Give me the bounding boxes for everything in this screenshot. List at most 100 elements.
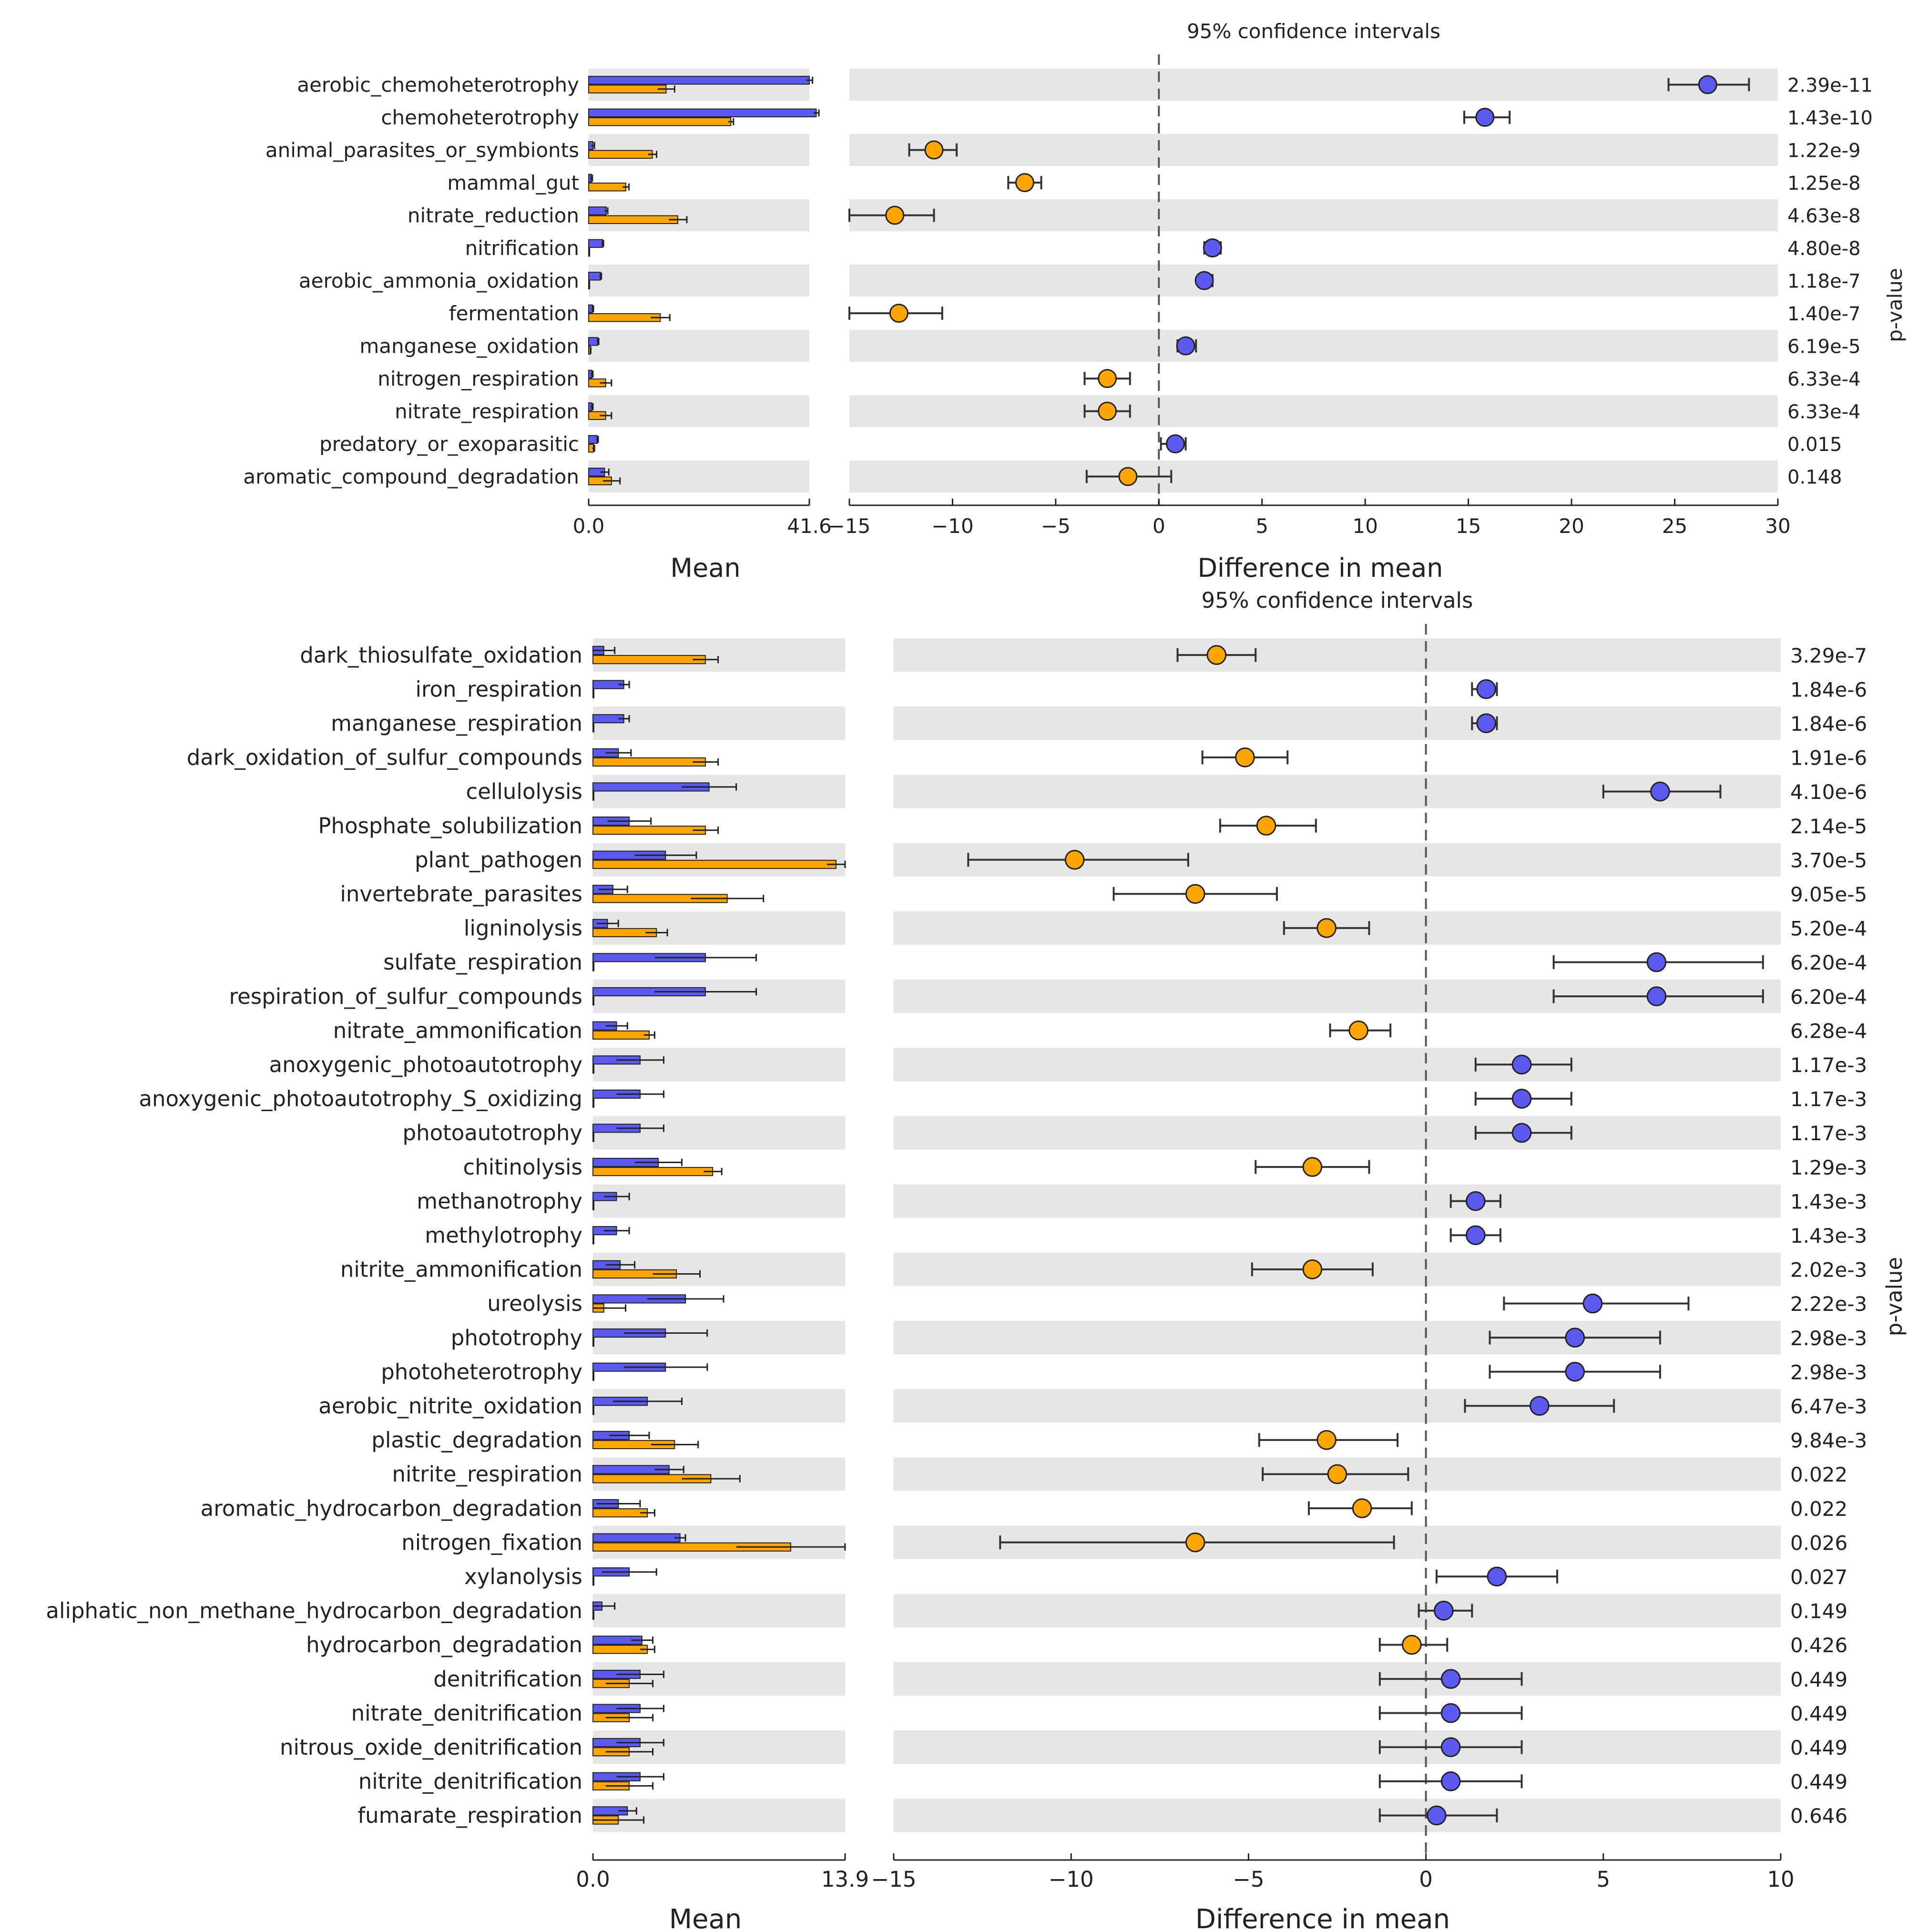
p-value: 0.027 bbox=[1790, 1565, 1847, 1589]
diff-tick-label: 5 bbox=[1255, 514, 1268, 538]
mean-bar-group-b bbox=[588, 117, 732, 126]
row-label: methylotrophy bbox=[425, 1223, 582, 1248]
mean-row-band bbox=[593, 1525, 845, 1559]
diff-point bbox=[889, 304, 908, 323]
mean-axis-label: Mean bbox=[670, 553, 740, 583]
row-label: nitrate_respiration bbox=[395, 399, 579, 423]
mean-row-band bbox=[589, 265, 809, 297]
diff-tick-label: 10 bbox=[1767, 1867, 1794, 1892]
p-value: 2.98e-3 bbox=[1790, 1360, 1867, 1384]
mean-bar-group-a bbox=[588, 239, 603, 248]
diff-tick-label: 0 bbox=[1153, 514, 1165, 538]
p-value: 0.022 bbox=[1790, 1497, 1847, 1521]
mean-bar-group-a bbox=[592, 1533, 681, 1543]
row-label: ureolysis bbox=[487, 1291, 582, 1316]
p-value: 1.22e-9 bbox=[1787, 140, 1861, 162]
diff-point bbox=[1302, 1259, 1323, 1279]
row-label: respiration_of_sulfur_compounds bbox=[229, 984, 582, 1009]
p-value: 1.43e-3 bbox=[1790, 1224, 1867, 1247]
mean-tick-label: 41.6 bbox=[787, 514, 832, 538]
diff-row-band bbox=[894, 1594, 1781, 1627]
row-label: nitrate_ammonification bbox=[333, 1018, 582, 1043]
pvalue-axis-label: p-value bbox=[1882, 1257, 1907, 1337]
mean-bar-group-b bbox=[592, 1064, 594, 1074]
diff-point bbox=[1185, 884, 1205, 904]
diff-tick-label: −5 bbox=[1233, 1867, 1264, 1892]
mean-bar-group-b bbox=[592, 723, 594, 733]
mean-row-band bbox=[593, 911, 845, 945]
diff-row-band bbox=[894, 1730, 1781, 1764]
diff-point bbox=[1165, 434, 1185, 454]
diff-point bbox=[1185, 1532, 1205, 1553]
mean-row-band bbox=[593, 1184, 845, 1218]
diff-tick-label: −5 bbox=[1041, 514, 1071, 538]
row-label: photoautotrophy bbox=[403, 1120, 582, 1145]
p-value: 0.646 bbox=[1790, 1804, 1847, 1828]
diff-point bbox=[1465, 1225, 1486, 1246]
diff-point bbox=[1511, 1089, 1532, 1109]
mean-bar-group-b bbox=[592, 1338, 594, 1347]
row-label: cellulolysis bbox=[466, 779, 582, 804]
diff-point bbox=[1256, 816, 1276, 836]
row-label: denitrification bbox=[433, 1666, 582, 1692]
row-label: anoxygenic_photoautotrophy_S_oxidizing bbox=[139, 1086, 582, 1112]
diff-row-band bbox=[849, 395, 1778, 428]
diff-point bbox=[1064, 849, 1085, 870]
mean-row-band bbox=[593, 1799, 845, 1832]
row-label: fermentation bbox=[449, 302, 579, 325]
diff-tick-label: −10 bbox=[1049, 1867, 1094, 1892]
p-value: 6.47e-3 bbox=[1790, 1395, 1867, 1418]
mean-row-band bbox=[589, 69, 809, 101]
p-value: 1.29e-3 bbox=[1790, 1156, 1867, 1179]
diff-point bbox=[1565, 1361, 1585, 1382]
row-label: dark_thiosulfate_oxidation bbox=[300, 643, 582, 668]
diff-point bbox=[1194, 271, 1214, 290]
diff-point bbox=[1433, 1601, 1454, 1621]
diff-row-band bbox=[894, 1389, 1781, 1423]
diff-row-band bbox=[894, 638, 1781, 672]
diff-row-band bbox=[894, 1799, 1781, 1832]
row-label: chitinolysis bbox=[463, 1155, 583, 1180]
p-value: 2.39e-11 bbox=[1787, 74, 1873, 96]
diff-point bbox=[1348, 1020, 1368, 1041]
mean-row-band bbox=[589, 460, 809, 493]
p-value: 1.43e-10 bbox=[1787, 107, 1873, 129]
p-value: 1.84e-6 bbox=[1790, 712, 1867, 736]
row-label: aromatic_compound_degradation bbox=[243, 465, 579, 488]
diff-point bbox=[1327, 1464, 1347, 1484]
mean-bar-group-b bbox=[592, 1576, 594, 1586]
row-label: nitrification bbox=[465, 236, 579, 260]
diff-point bbox=[1098, 369, 1117, 388]
row-label: dark_oxidation_of_sulfur_compounds bbox=[187, 745, 582, 770]
diff-row-band bbox=[894, 1116, 1781, 1150]
row-label: aerobic_nitrite_oxidation bbox=[318, 1393, 582, 1419]
diff-axis-label: Difference in mean bbox=[1195, 1904, 1450, 1932]
row-label: aliphatic_non_methane_hydrocarbon_degrad… bbox=[46, 1598, 582, 1624]
diff-tick-label: 0 bbox=[1419, 1867, 1433, 1892]
p-value: 0.426 bbox=[1790, 1634, 1847, 1657]
diff-point bbox=[1015, 173, 1034, 193]
diff-tick-label: 10 bbox=[1352, 514, 1377, 538]
diff-point bbox=[1427, 1805, 1447, 1826]
mean-bar-group-b bbox=[588, 313, 661, 322]
diff-point bbox=[1440, 1771, 1461, 1791]
p-value: 3.29e-7 bbox=[1790, 644, 1867, 667]
p-value: 0.149 bbox=[1790, 1600, 1847, 1623]
mean-bar-group-b bbox=[592, 1508, 648, 1518]
row-label: methanotrophy bbox=[417, 1188, 582, 1214]
p-value: 6.33e-4 bbox=[1787, 401, 1861, 423]
mean-bar-group-a bbox=[588, 435, 598, 444]
mean-row-band bbox=[593, 638, 845, 672]
mean-bar-group-b bbox=[592, 655, 706, 664]
diff-point bbox=[1650, 781, 1670, 802]
diff-row-band bbox=[894, 706, 1781, 740]
mean-axis-label: Mean bbox=[669, 1904, 742, 1932]
mean-bar-group-b bbox=[592, 1610, 594, 1620]
p-value: 2.02e-3 bbox=[1790, 1258, 1867, 1282]
diff-row-band bbox=[894, 1184, 1781, 1218]
diff-tick-label: 30 bbox=[1765, 514, 1790, 538]
p-value: 9.05e-5 bbox=[1790, 883, 1867, 906]
p-value: 6.20e-4 bbox=[1790, 951, 1867, 974]
mean-bar-group-b bbox=[588, 183, 626, 192]
diff-point bbox=[1646, 986, 1667, 1006]
